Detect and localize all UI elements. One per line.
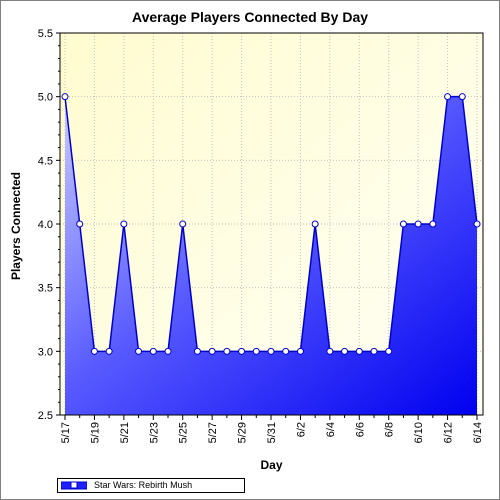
legend-label: Star Wars: Rebirth Mush	[94, 480, 193, 490]
y-tick-label: 5.5	[38, 28, 53, 40]
data-point	[429, 220, 437, 228]
data-point	[76, 220, 84, 228]
x-tick-label: 5/21	[119, 422, 131, 443]
x-tick-label: 6/6	[354, 422, 366, 437]
data-point	[414, 220, 422, 228]
x-tick-label: 6/12	[443, 422, 455, 443]
data-point	[355, 347, 363, 355]
y-tick-label: 3.0	[38, 346, 53, 358]
data-point	[238, 347, 246, 355]
data-point	[164, 347, 172, 355]
series-area-layer	[61, 93, 481, 416]
y-axis-label: Players Connected	[9, 171, 23, 281]
data-point	[149, 347, 157, 355]
x-tick-label: 5/19	[89, 422, 101, 443]
x-tick-label: 5/27	[207, 422, 219, 443]
data-point	[105, 347, 113, 355]
y-tick-label: 2.5	[38, 410, 53, 422]
data-point	[267, 347, 275, 355]
data-point	[252, 347, 260, 355]
x-tick-label: 5/23	[148, 422, 160, 443]
data-point	[179, 220, 187, 228]
x-tick-label: 6/4	[325, 422, 337, 437]
data-point	[61, 93, 69, 101]
data-point	[473, 220, 481, 228]
x-tick-label: 5/31	[266, 422, 278, 443]
x-tick-label: 5/29	[237, 422, 249, 443]
data-point	[370, 347, 378, 355]
x-tick-label: 6/8	[384, 422, 396, 437]
x-tick-label: 6/10	[413, 422, 425, 443]
x-tick-label: 5/25	[178, 422, 190, 443]
data-point	[208, 347, 216, 355]
data-point	[120, 220, 128, 228]
data-point	[311, 220, 319, 228]
y-tick-label: 3.5	[38, 283, 53, 295]
data-point	[341, 347, 349, 355]
data-point	[135, 347, 143, 355]
data-point	[193, 347, 201, 355]
data-point	[282, 347, 290, 355]
legend: Star Wars: Rebirth Mush	[57, 478, 245, 493]
y-tick-label: 4.0	[38, 219, 53, 231]
data-point	[326, 347, 334, 355]
x-axis-label: Day	[260, 458, 283, 472]
y-axis: 2.5 3.0 3.5 4.0 4.5 5.0 5.5	[38, 28, 60, 422]
x-axis: 5/17 5/19 5/21 5/23 5/25 5/27 5/29 5/31 6/2 6/4 6/…	[60, 415, 484, 443]
y-tick-label: 4.5	[38, 155, 53, 167]
data-point	[399, 220, 407, 228]
y-tick-label: 5.0	[38, 92, 53, 104]
data-point	[296, 347, 304, 355]
data-point	[223, 347, 231, 355]
data-point	[458, 93, 466, 101]
data-point	[385, 347, 393, 355]
legend-swatch	[61, 481, 87, 490]
x-tick-label: 5/17	[60, 422, 72, 443]
x-tick-label: 6/14	[472, 422, 484, 443]
x-tick-label: 6/2	[295, 422, 307, 437]
data-point	[90, 347, 98, 355]
chart-title: Average Players Connected By Day	[131, 9, 369, 25]
data-point	[444, 93, 452, 101]
